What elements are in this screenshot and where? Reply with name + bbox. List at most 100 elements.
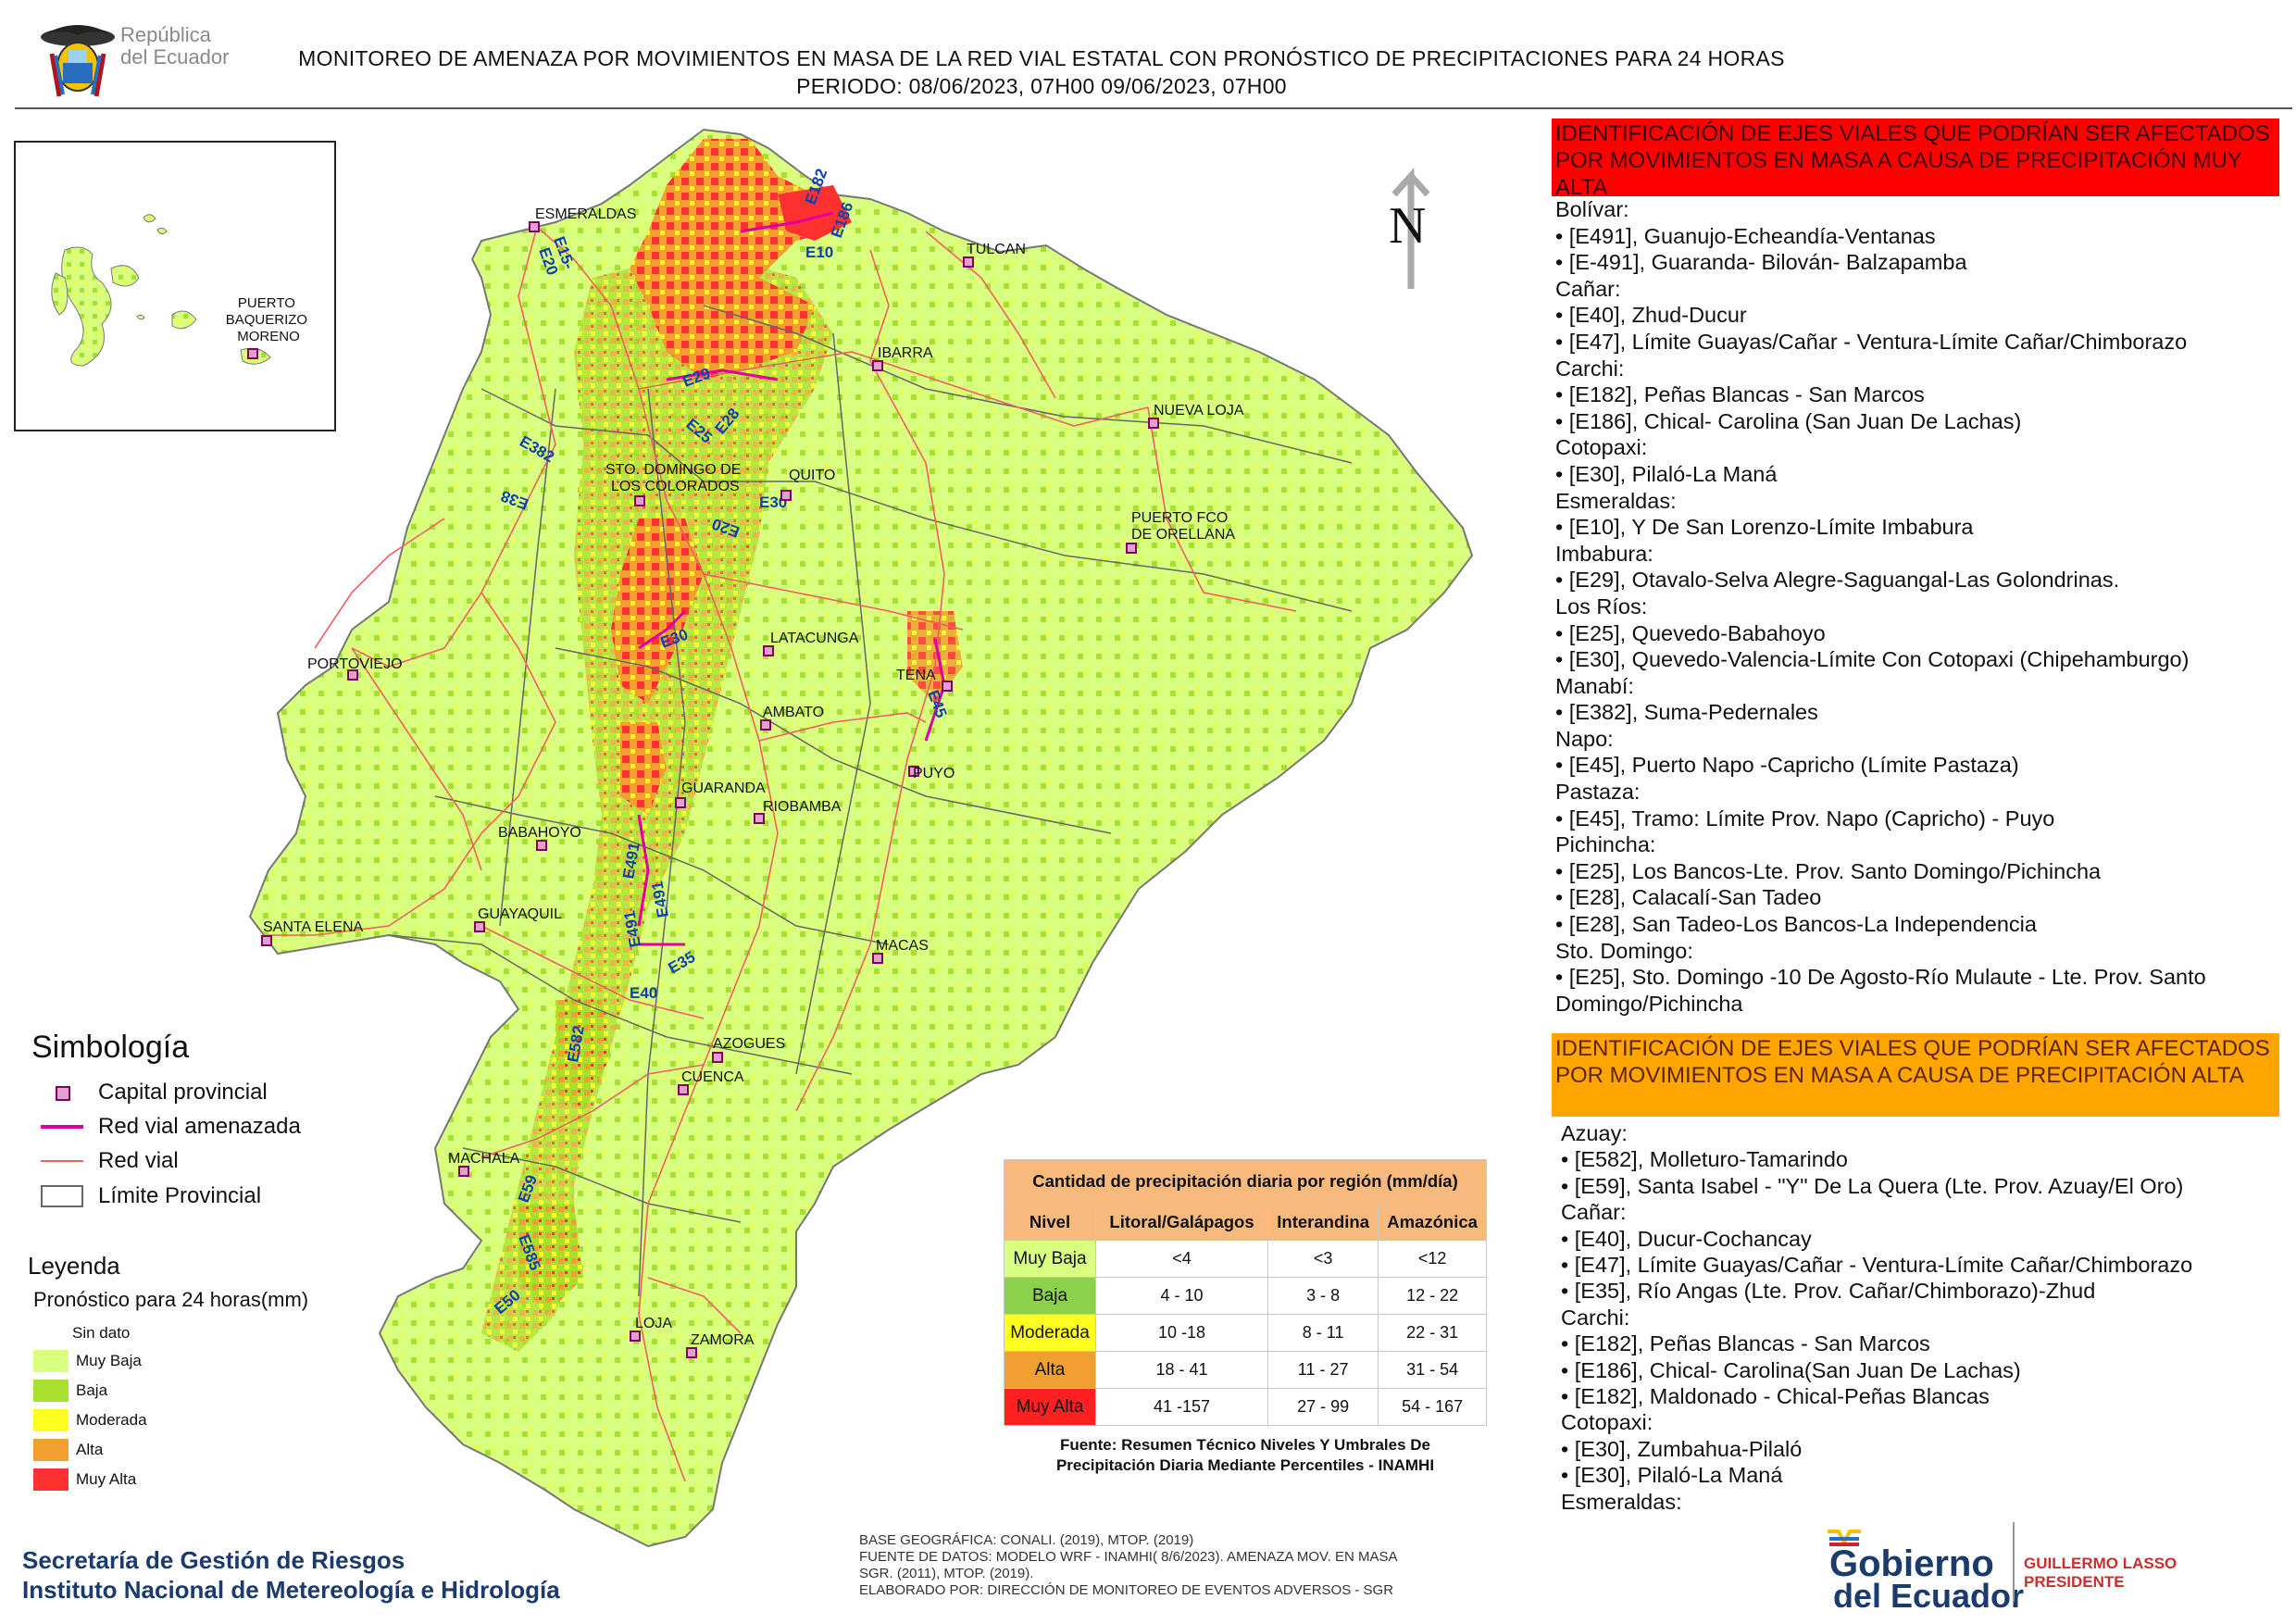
road-list-item: • [E25], Sto. Domingo -10 De Agosto-Río … (1555, 965, 2206, 990)
capital-marker-babahoyo (536, 840, 547, 851)
table-cell: 10 -18 (1094, 1314, 1269, 1352)
road-list-item: • [E45], Puerto Napo -Capricho (Límite P… (1555, 753, 2019, 778)
city-label-ambato: AMBATO (763, 705, 824, 720)
table-header: Nivel (1004, 1203, 1096, 1241)
flag-mark-icon (1828, 1530, 1861, 1547)
legend-item-muy-alta: Muy Alta (33, 1468, 136, 1491)
legend-swatch (33, 1350, 69, 1372)
table-header: Amazónica (1378, 1203, 1487, 1241)
road-list-item: • [E182], Peñas Blancas - San Marcos (1555, 382, 1925, 407)
road-label-e40: E40 (630, 984, 657, 1002)
table-cell: 11 - 27 (1267, 1351, 1379, 1389)
legend-label: Sin dato (72, 1324, 131, 1342)
very-high-zone-center (611, 518, 704, 704)
city-label-latacunga: LATACUNGA (770, 631, 859, 646)
legend-swatch (33, 1409, 69, 1431)
capital-marker-ibarra (872, 360, 883, 371)
legend-title: Leyenda (28, 1252, 120, 1280)
city-label-zamora: ZAMORA (691, 1332, 755, 1348)
city-label-machala: MACHALA (448, 1151, 520, 1167)
legend-swatch (33, 1468, 69, 1491)
legend-item-moderada: Moderada (33, 1409, 147, 1431)
road-list-item: Napo: (1555, 726, 1614, 751)
very-high-zone-carchi (778, 185, 852, 241)
precipitation-threshold-table: Cantidad de precipitación diaria por reg… (1004, 1159, 1487, 1426)
city-label-tena: TENA (896, 668, 936, 683)
table-header: Litoral/Galápagos (1094, 1203, 1269, 1241)
road-list-item: • [E382], Suma-Pedernales (1555, 700, 1818, 725)
capital-marker-zamora (686, 1347, 697, 1358)
city-label-cuenca: CUENCA (681, 1069, 744, 1085)
capital-marker-latacunga (763, 645, 774, 656)
org-name-sgr: Secretaría de Gestión de Riesgos (22, 1546, 406, 1574)
capital-marker-guayaquil (474, 921, 485, 932)
road-list-item: • [E186], Chical- Carolina (San Juan De … (1555, 408, 2022, 433)
table-cell: 12 - 22 (1378, 1277, 1487, 1315)
note-line: SGR. (2011), MTOP. (2019). (859, 1566, 1034, 1581)
legend-swatch (33, 1439, 69, 1461)
high-road-list: Azuay: • [E582], Molleturo-Tamarindo • [E5… (1561, 1120, 2296, 1515)
country-name-line1: República (120, 23, 211, 46)
legend-swatch (33, 1380, 69, 1402)
very-high-zone-bolivar (620, 722, 667, 815)
road-list-item: • [E25], Quevedo-Babahoyo (1555, 620, 1826, 645)
table-cell: 18 - 41 (1094, 1351, 1269, 1389)
very-high-header: IDENTIFICACIÓN DE EJES VIALES QUE PODRÍA… (1552, 119, 2279, 200)
city-label-macas: MACAS (876, 938, 929, 954)
country-name-line2: del Ecuador (120, 45, 230, 69)
table-cell: <4 (1094, 1240, 1269, 1278)
provincial-capitals (261, 221, 1159, 1358)
city-label-santa-elena: SANTA ELENA (263, 919, 364, 935)
capital-marker-icon (41, 1081, 83, 1104)
road-list-item: • [E45], Tramo: Límite Prov. Napo (Capri… (1555, 806, 2055, 831)
city-label-orellana-1: PUERTO FCO (1131, 510, 1228, 526)
table-cell: 41 -157 (1094, 1388, 1269, 1426)
road-list-item: • [E29], Otavalo-Selva Alegre-Saguangal-… (1555, 568, 2120, 593)
note-line: FUENTE DE DATOS: MODELO WRF - INAMHI( 8/… (859, 1549, 1398, 1565)
legend-label: Alta (76, 1441, 104, 1458)
road-list-item: • [E40], Ducur-Cochancay (1561, 1226, 1812, 1251)
road-list-item: • [E30], Pilaló-La Maná (1561, 1463, 1783, 1488)
president-title: PRESIDENTE (2024, 1573, 2125, 1591)
country-name: República del Ecuador (120, 24, 250, 69)
road-list-item: Esmeraldas: (1561, 1489, 1682, 1514)
city-label-quito: QUITO (789, 468, 835, 483)
legend-label: Muy Alta (76, 1470, 137, 1488)
high-zone-cuenca (555, 1000, 611, 1111)
inset-place-label: PUERTO BAQUERIZO MORENO (226, 295, 312, 344)
road-list-item: • [E59], Santa Isabel - "Y" De La Quera … (1561, 1173, 2184, 1198)
capital-marker-nueva-loja (1148, 418, 1159, 429)
road-list-item: Cotopaxi: (1555, 435, 1648, 460)
table-cell: 4 - 10 (1094, 1277, 1269, 1315)
road-list-item: • [E28], Calacalí-San Tadeo (1555, 885, 1822, 910)
symbology-item-road: Red vial (41, 1148, 179, 1174)
capital-marker-loja (630, 1330, 641, 1342)
symbology-item-threatened-road: Red vial amenazada (41, 1114, 301, 1140)
road-list-item: • [E30], Zumbahua-Pilaló (1561, 1436, 1803, 1461)
ecuador-hazard-map: PUERTO BAQUERIZO MORENO (14, 128, 1474, 1548)
road-list-item: Domingo/Pichincha (1555, 991, 1743, 1016)
symbology-item-capital: Capital provincial (41, 1080, 268, 1106)
city-label-guaranda: GUARANDA (681, 781, 766, 796)
header-divider (15, 107, 2292, 109)
president-name: GUILLERMO LASSO (2024, 1555, 2177, 1572)
symbology-label-threatened-road: Red vial amenazada (98, 1114, 301, 1139)
road-list-item: • [E186], Chical- Carolina(San Juan De L… (1561, 1357, 2021, 1382)
table-cell: Muy Alta (1004, 1388, 1096, 1426)
legend-item-alta: Alta (33, 1439, 103, 1461)
legend-label: Muy Baja (76, 1352, 142, 1369)
table-cell: <3 (1267, 1240, 1379, 1278)
road-list-item: Pichincha: (1555, 832, 1656, 857)
road-list-item: • [E47], Límite Guayas/Cañar - Ventura-L… (1561, 1253, 2193, 1278)
capital-marker-esmeraldas (529, 221, 540, 232)
capital-marker-azogues (712, 1052, 723, 1063)
legend-swatch (33, 1322, 69, 1344)
city-label-loja: LOJA (635, 1316, 672, 1331)
city-label-azogues: AZOGUES (713, 1036, 785, 1052)
ecuador-coat-of-arms-logo (41, 25, 115, 97)
city-labels: ESMERALDAS TULCAN IBARRA NUEVA LOJA STO.… (263, 206, 1244, 1348)
table-cell: Baja (1004, 1277, 1096, 1315)
road-list-item: • [E30], Pilaló-La Maná (1555, 461, 1778, 486)
road-list-item: • [E491], Guanujo-Echeandía-Ventanas (1555, 223, 1936, 248)
note-line: BASE GEOGRÁFICA: CONALI. (2019), MTOP. (… (859, 1532, 1194, 1548)
